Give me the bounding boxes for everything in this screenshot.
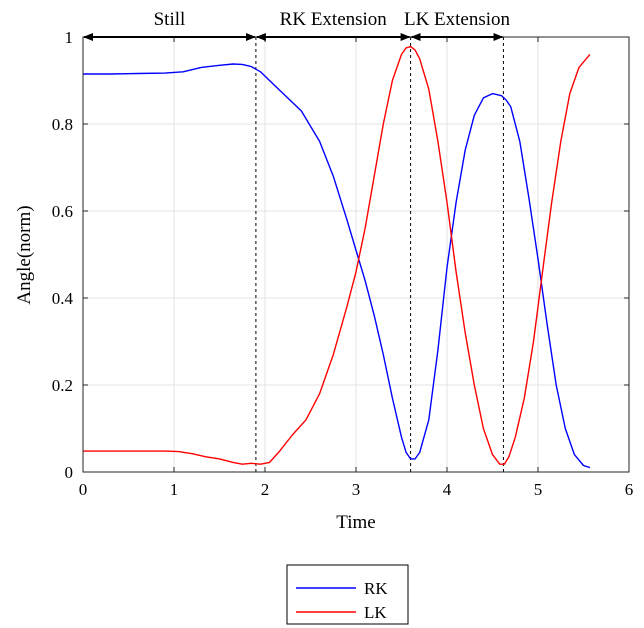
series-line-rk: [83, 63, 591, 469]
legend-label-rk: RK: [364, 579, 388, 598]
x-axis-title: Time: [336, 512, 375, 533]
legend-box: [286, 564, 409, 625]
y-tick-label: 0.6: [52, 202, 73, 221]
y-tick-labels: 0 0.2 0.4 0.6 0.8 1: [52, 28, 74, 482]
x-tick-label: 2: [261, 480, 270, 499]
series-layer: [83, 45, 591, 469]
x-tick-label: 6: [625, 480, 634, 499]
x-tick-label: 3: [352, 480, 361, 499]
y-tick-label: 1: [65, 28, 74, 47]
legend: RK LK: [286, 564, 409, 625]
y-tick-label: 0.8: [52, 115, 73, 134]
x-tick-label: 1: [170, 480, 179, 499]
phase-label: Still: [154, 9, 186, 30]
legend-label-lk: LK: [364, 603, 387, 622]
y-tick-label: 0.4: [52, 289, 74, 308]
phase-annotations: Still RK Extension LK Extension: [83, 9, 511, 41]
x-tick-label: 5: [534, 480, 543, 499]
x-tick-label: 4: [443, 480, 452, 499]
y-tick-label: 0: [65, 463, 74, 482]
x-tick-labels: 0 1 2 3 4 5 6: [79, 480, 634, 499]
y-axis-title: Angle(norm): [14, 205, 35, 304]
grid: [82, 36, 630, 473]
phase-label: RK Extension: [280, 9, 388, 30]
x-tick-label: 0: [79, 480, 88, 499]
phase-label: LK Extension: [404, 9, 511, 30]
series-line-lk: [83, 45, 591, 465]
y-tick-label: 0.2: [52, 376, 73, 395]
phase-boundaries: [255, 37, 504, 472]
